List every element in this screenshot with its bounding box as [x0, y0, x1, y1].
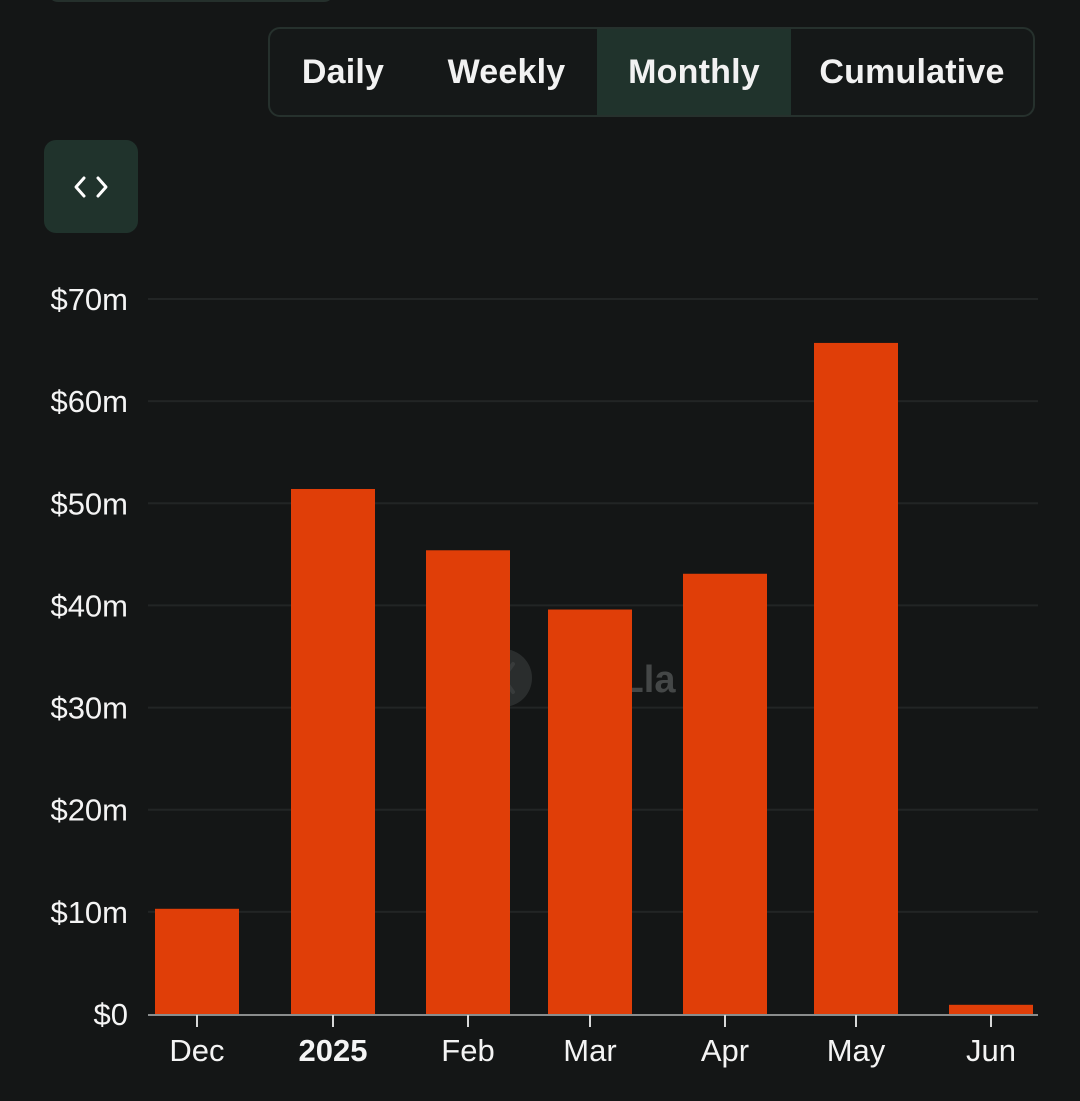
bars [155, 342, 1033, 1015]
y-tick-label: $40m [50, 588, 128, 623]
y-tick-label: $50m [50, 486, 128, 521]
period-tabs: Daily Weekly Monthly Cumulative [268, 27, 1035, 117]
x-tick-label: 2025 [299, 1033, 368, 1068]
x-tick-label: Mar [563, 1033, 616, 1068]
monthly-bar-chart: iLla $0$10m$20m$30m$40m$50m$60m$70m Dec 2… [50, 282, 1038, 1068]
x-axis [148, 1014, 1038, 1027]
embed-code-button[interactable] [44, 140, 138, 233]
x-tick-label: May [827, 1033, 886, 1068]
bar-feb[interactable] [426, 550, 510, 1014]
x-tick-label: Feb [441, 1033, 494, 1068]
x-tick-label: Apr [701, 1033, 749, 1068]
bar-may[interactable] [814, 342, 898, 1015]
code-brackets-icon [74, 176, 108, 197]
y-tick-label: $20m [50, 793, 128, 828]
x-tick-label: Dec [169, 1033, 224, 1068]
bar-apr[interactable] [683, 573, 767, 1014]
x-tick-label: Jun [966, 1033, 1016, 1068]
y-tick-label: $10m [50, 895, 128, 930]
bar-mar[interactable] [548, 609, 632, 1014]
x-axis-labels: Dec 2025 Feb Mar Apr May Jun [169, 1033, 1016, 1068]
y-axis-labels: $0 $10m $20m $30m $40m $50m $60m $70m [50, 282, 128, 1032]
y-tick-label: $30m [50, 691, 128, 726]
tab-monthly[interactable]: Monthly [597, 29, 791, 115]
bar-jun[interactable] [949, 1004, 1033, 1014]
y-tick-label: $0 [94, 997, 128, 1032]
tab-daily[interactable]: Daily [301, 52, 385, 91]
tab-weekly[interactable]: Weekly [447, 52, 566, 91]
bar-2025[interactable] [291, 488, 375, 1014]
top-tab-group-fragment [48, 0, 334, 2]
y-tick-label: $70m [50, 282, 128, 317]
y-tick-label: $60m [50, 384, 128, 419]
bar-dec[interactable] [155, 908, 239, 1014]
tab-cumulative[interactable]: Cumulative [819, 52, 1005, 91]
